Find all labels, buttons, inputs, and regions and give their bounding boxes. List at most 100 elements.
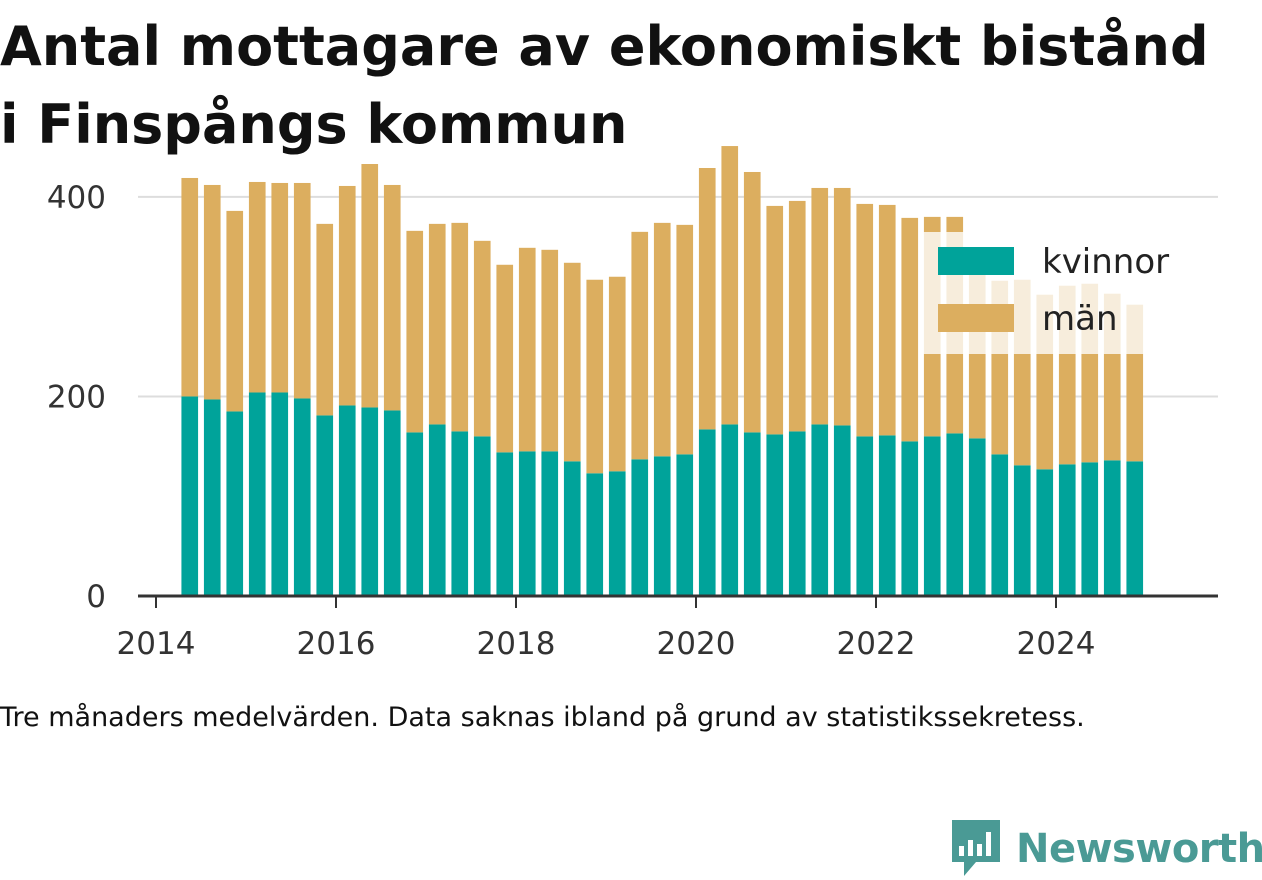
bar-kvinnor: [1058, 464, 1076, 596]
bar-kvinnor: [226, 411, 244, 596]
bar-kvinnor: [676, 454, 694, 596]
bar-man: [248, 181, 266, 393]
bar-kvinnor: [653, 456, 671, 596]
bar-kvinnor: [1013, 465, 1031, 596]
bar-kvinnor: [811, 424, 829, 596]
bar-kvinnor: [968, 438, 986, 596]
bar-man: [316, 223, 334, 416]
bar-kvinnor: [586, 473, 604, 596]
legend-swatch-man: [938, 304, 1014, 332]
bar-man: [563, 262, 581, 462]
bars: [181, 146, 1144, 596]
bar-kvinnor: [361, 407, 379, 596]
legend-swatch-kvinnor: [938, 247, 1014, 275]
bar-kvinnor: [631, 459, 649, 596]
bar-kvinnor: [271, 392, 289, 596]
x-tick-label: 2024: [1017, 626, 1096, 662]
bar-kvinnor: [901, 441, 919, 596]
newsworthy-logo-icon: [952, 820, 1000, 876]
bar-man: [631, 231, 649, 460]
bar-man: [383, 184, 401, 411]
title-line-2: i Finspångs kommun: [0, 93, 628, 156]
bar-man: [653, 222, 671, 457]
bar-kvinnor: [406, 432, 424, 596]
bar-man: [518, 247, 536, 452]
chart-title: Antal mottagare av ekonomiskt bistånd i …: [0, 8, 1262, 164]
bar-kvinnor: [563, 461, 581, 596]
bar-man: [451, 222, 469, 432]
bar-kvinnor: [991, 454, 1009, 596]
bar-kvinnor: [698, 429, 716, 596]
bar-kvinnor: [473, 436, 491, 596]
bar-kvinnor: [316, 415, 334, 596]
x-tick-label: 2016: [297, 626, 376, 662]
bar-man: [428, 223, 446, 425]
bar-kvinnor: [608, 471, 626, 596]
bar-man: [901, 217, 919, 442]
bar-man: [338, 185, 356, 406]
bar-kvinnor: [788, 431, 806, 596]
y-tick-label: 200: [47, 379, 106, 415]
brand-name: Newsworthy: [1016, 826, 1262, 872]
chart-caption: Tre månaders medelvärden. Data saknas ib…: [0, 702, 1085, 733]
bar-kvinnor: [766, 434, 784, 596]
bar-kvinnor: [923, 436, 941, 596]
bar-man: [833, 187, 851, 426]
x-tick-label: 2014: [117, 626, 196, 662]
x-tick-label: 2022: [837, 626, 916, 662]
bar-man: [226, 210, 244, 412]
bar-man: [766, 205, 784, 435]
y-tick-label: 0: [86, 579, 106, 615]
bar-kvinnor: [451, 431, 469, 596]
x-tick-label: 2020: [657, 626, 736, 662]
bar-kvinnor: [293, 398, 311, 596]
bar-man: [181, 177, 199, 397]
bar-man: [721, 146, 739, 425]
bar-man: [811, 187, 829, 425]
axes: 0 200 400 2014 2016 2018 2020 2022 2024: [47, 180, 1218, 662]
bar-kvinnor: [383, 410, 401, 596]
bar-kvinnor: [428, 424, 446, 596]
y-tick-label: 400: [47, 180, 106, 216]
brand-logo: Newsworthy: [950, 818, 1262, 880]
bar-kvinnor: [541, 451, 559, 596]
bar-man: [293, 182, 311, 399]
bar-kvinnor: [518, 451, 536, 596]
bar-man: [271, 182, 289, 393]
title-line-1: Antal mottagare av ekonomiskt bistånd: [0, 15, 1209, 78]
bar-kvinnor: [721, 424, 739, 596]
bar-man: [496, 264, 514, 453]
bar-man: [878, 204, 896, 436]
bar-kvinnor: [248, 392, 266, 596]
bar-kvinnor: [338, 405, 356, 596]
bar-man: [473, 240, 491, 437]
legend-label-man: män: [1042, 299, 1118, 339]
bar-kvinnor: [203, 399, 221, 596]
bar-man: [856, 203, 874, 437]
bar-kvinnor: [181, 396, 199, 596]
bar-man: [203, 184, 221, 400]
bar-man: [406, 230, 424, 433]
legend-label-kvinnor: kvinnor: [1042, 242, 1169, 282]
bar-man: [743, 171, 761, 433]
bar-man: [608, 276, 626, 472]
x-tick-label: 2018: [477, 626, 556, 662]
bar-kvinnor: [1081, 462, 1099, 596]
bar-kvinnor: [496, 452, 514, 596]
bar-man: [676, 224, 694, 455]
bar-kvinnor: [1103, 460, 1121, 596]
bar-kvinnor: [833, 425, 851, 596]
bar-kvinnor: [878, 435, 896, 596]
bar-man: [698, 167, 716, 430]
bar-kvinnor: [743, 432, 761, 596]
bar-kvinnor: [946, 433, 964, 596]
stacked-bar-chart: 0 200 400 2014 2016 2018 2020 2022 2024 kvinnor …: [47, 146, 1218, 662]
bar-man: [586, 279, 604, 474]
bar-man: [788, 200, 806, 432]
bar-man: [361, 164, 379, 408]
bar-kvinnor: [1036, 469, 1054, 596]
bar-man: [541, 249, 559, 452]
bar-kvinnor: [856, 436, 874, 596]
bar-kvinnor: [1126, 461, 1144, 596]
legend: kvinnor män: [922, 232, 1192, 354]
